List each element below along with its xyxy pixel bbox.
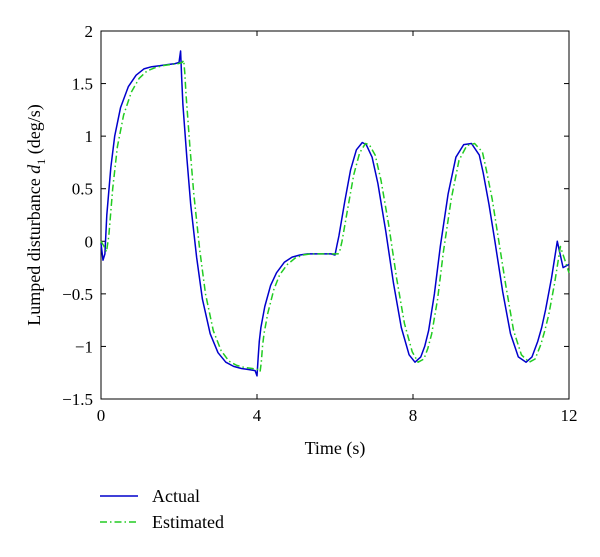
y-tick-label: 0.5 — [72, 180, 93, 199]
x-axis-label: Time (s) — [305, 438, 366, 459]
x-tick-label: 0 — [97, 406, 106, 425]
y-tick-label: 0 — [85, 232, 94, 251]
y-tick-label: −1.5 — [62, 390, 93, 409]
series-line-estimated — [100, 59, 570, 373]
x-tick-label: 4 — [253, 406, 262, 425]
axis-ticks: 0 4 8 12 −1.5 −1 −0.5 0 0.5 1 1.5 2 — [62, 22, 577, 425]
x-tick-label: 8 — [409, 406, 418, 425]
y-tick-label: 1 — [85, 127, 94, 146]
x-tick-label: 12 — [561, 406, 578, 425]
y-axis-label-variable: d — [24, 164, 44, 174]
y-tick-label: 2 — [85, 22, 94, 41]
y-axis-label-main: Lumped disturbance — [24, 174, 44, 326]
plot-area — [100, 30, 570, 400]
y-tick-label: 1.5 — [72, 75, 93, 94]
legend-label-estimated: Estimated — [152, 512, 224, 532]
legend-label-actual: Actual — [152, 486, 200, 506]
y-tick-label: −1 — [75, 337, 93, 356]
y-axis-label-unit: (deg/s) — [24, 104, 45, 158]
y-axis-label-subscript: 1 — [34, 159, 48, 165]
y-axis-label: Lumped disturbance d1 (deg/s) — [24, 104, 48, 325]
legend: Actual Estimated — [100, 486, 224, 532]
series-layer — [100, 50, 570, 377]
y-tick-label: −0.5 — [62, 285, 93, 304]
